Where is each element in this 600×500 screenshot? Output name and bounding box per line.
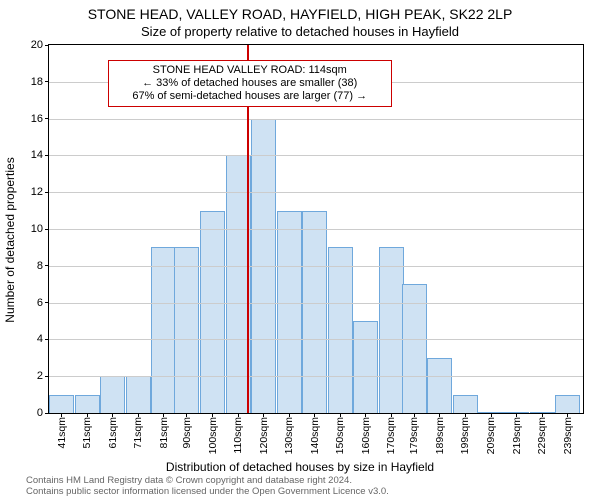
ytick-label: 18 xyxy=(31,76,43,88)
xtick-label: 51sqm xyxy=(81,417,93,449)
xtick-label: 130sqm xyxy=(283,417,295,454)
annotation-line3: 67% of semi-detached houses are larger (… xyxy=(115,90,385,103)
gridline xyxy=(49,266,583,267)
ytick-mark xyxy=(45,339,49,340)
annotation-line1: STONE HEAD VALLEY ROAD: 114sqm xyxy=(115,64,385,77)
chart-container: STONE HEAD, VALLEY ROAD, HAYFIELD, HIGH … xyxy=(0,0,600,500)
ytick-label: 4 xyxy=(37,333,43,345)
bar xyxy=(75,395,100,413)
xtick-label: 110sqm xyxy=(232,417,244,454)
gridline xyxy=(49,376,583,377)
xtick-label: 219sqm xyxy=(511,417,523,454)
xtick-label: 140sqm xyxy=(309,417,321,454)
ytick-mark xyxy=(45,302,49,303)
bar xyxy=(379,247,404,413)
bar xyxy=(126,376,151,413)
xtick-label: 150sqm xyxy=(334,417,346,454)
xtick-label: 41sqm xyxy=(56,417,68,449)
xtick-label: 189sqm xyxy=(434,417,446,454)
bar xyxy=(151,247,176,413)
xtick-label: 100sqm xyxy=(207,417,219,454)
ytick-label: 10 xyxy=(31,223,43,235)
bar xyxy=(100,376,125,413)
xtick-label: 209sqm xyxy=(485,417,497,454)
bar xyxy=(427,358,452,413)
x-axis-label: Distribution of detached houses by size … xyxy=(0,460,600,474)
ytick-label: 14 xyxy=(31,149,43,161)
xtick-label: 81sqm xyxy=(158,417,170,449)
ytick-mark xyxy=(45,192,49,193)
ytick-mark xyxy=(45,413,49,414)
bar xyxy=(328,247,353,413)
bar xyxy=(174,247,199,413)
xtick-label: 199sqm xyxy=(459,417,471,454)
copyright-text: Contains HM Land Registry data © Crown c… xyxy=(26,476,594,498)
gridline xyxy=(49,339,583,340)
bar xyxy=(353,321,378,413)
chart-title-address: STONE HEAD, VALLEY ROAD, HAYFIELD, HIGH … xyxy=(0,6,600,22)
bar xyxy=(453,395,478,413)
ytick-label: 8 xyxy=(37,260,43,272)
ytick-mark xyxy=(45,81,49,82)
gridline xyxy=(49,155,583,156)
xtick-label: 179sqm xyxy=(408,417,420,454)
bar xyxy=(302,211,327,413)
xtick-label: 239sqm xyxy=(562,417,574,454)
gridline xyxy=(49,119,583,120)
ytick-mark xyxy=(45,45,49,46)
xtick-label: 170sqm xyxy=(385,417,397,454)
ytick-mark xyxy=(45,265,49,266)
xtick-label: 90sqm xyxy=(181,417,193,449)
ytick-mark xyxy=(45,118,49,119)
annotation-line2: ← 33% of detached houses are smaller (38… xyxy=(115,77,385,90)
bar xyxy=(200,211,225,413)
ytick-label: 20 xyxy=(31,39,43,51)
ytick-mark xyxy=(45,229,49,230)
xtick-label: 229sqm xyxy=(536,417,548,454)
ytick-mark xyxy=(45,155,49,156)
ytick-label: 2 xyxy=(37,370,43,382)
y-axis-label: Number of detached properties xyxy=(3,157,17,322)
gridline xyxy=(49,303,583,304)
chart-subtitle: Size of property relative to detached ho… xyxy=(0,24,600,39)
ytick-label: 0 xyxy=(37,407,43,419)
ytick-label: 12 xyxy=(31,186,43,198)
gridline xyxy=(49,192,583,193)
ytick-mark xyxy=(45,376,49,377)
plot-area: STONE HEAD VALLEY ROAD: 114sqm ← 33% of … xyxy=(48,44,584,414)
gridline xyxy=(49,229,583,230)
bar xyxy=(555,395,580,413)
xtick-label: 120sqm xyxy=(258,417,270,454)
ytick-label: 6 xyxy=(37,297,43,309)
xtick-label: 71sqm xyxy=(132,417,144,449)
bar xyxy=(49,395,74,413)
xtick-label: 160sqm xyxy=(360,417,372,454)
ytick-label: 16 xyxy=(31,113,43,125)
xtick-label: 61sqm xyxy=(107,417,119,449)
annotation-box: STONE HEAD VALLEY ROAD: 114sqm ← 33% of … xyxy=(108,60,392,108)
bar xyxy=(277,211,302,413)
